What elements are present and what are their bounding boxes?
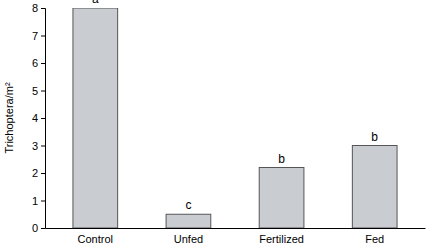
y-tick: 4 (32, 112, 45, 124)
x-tick-label: Unfed (174, 233, 203, 245)
y-tick: 5 (32, 85, 45, 97)
bar (352, 146, 397, 229)
x-tick: Fertilized (259, 233, 304, 245)
x-tick: Unfed (174, 233, 203, 245)
y-tick-label: 7 (32, 30, 38, 42)
x-tick: Fed (365, 233, 384, 245)
y-axis-title: Trichoptera/m² (3, 82, 15, 153)
y-tick: 2 (32, 167, 45, 179)
plot: 0 1 2 3 4 5 6 7 8 Control Unfed Fertilized Fed a c b b (32, 0, 426, 245)
y-tick-label: 8 (32, 2, 38, 14)
y-tick-label: 5 (32, 85, 38, 97)
x-tick-label: Fertilized (259, 233, 304, 245)
y-tick: 8 (32, 2, 45, 14)
y-tick-mark (41, 36, 45, 37)
bar (73, 8, 118, 228)
y-tick-mark (41, 173, 45, 174)
bars (73, 8, 397, 228)
y-tick-mark (41, 8, 45, 9)
y-axis: 0 1 2 3 4 5 6 7 8 (32, 2, 46, 234)
annotation: c (185, 198, 191, 212)
y-tick-mark (41, 201, 45, 202)
y-tick: 7 (32, 30, 45, 42)
y-tick: 3 (32, 140, 45, 152)
y-tick-label: 2 (32, 167, 38, 179)
y-tick-label: 0 (32, 222, 38, 234)
bar (166, 214, 211, 228)
y-tick-label: 4 (32, 112, 38, 124)
y-tick: 0 (32, 222, 45, 234)
y-tick: 1 (32, 195, 45, 207)
y-axis-line (41, 9, 46, 229)
y-tick-label: 6 (32, 57, 38, 69)
x-axis-line (46, 228, 426, 229)
chart: 0 1 2 3 4 5 6 7 8 Control Unfed Fertilized Fed a c b b Tr… (0, 0, 430, 251)
y-tick-mark (41, 63, 45, 64)
annotation: b (371, 130, 378, 144)
x-tick-label: Control (78, 233, 113, 245)
y-tick-label: 1 (32, 195, 38, 207)
y-tick-label: 3 (32, 140, 38, 152)
y-tick-mark (41, 91, 45, 92)
y-tick-mark (41, 146, 45, 147)
x-tick-label: Fed (365, 233, 384, 245)
y-tick-mark (41, 118, 45, 119)
y-tick-mark (41, 228, 45, 229)
x-tick: Control (78, 233, 113, 245)
annotation: a (92, 0, 99, 6)
annotations: a c b b (92, 0, 378, 212)
bar (259, 168, 304, 229)
x-axis: Control Unfed Fertilized Fed (46, 229, 426, 246)
annotation: b (278, 152, 285, 166)
y-tick: 6 (32, 57, 45, 69)
